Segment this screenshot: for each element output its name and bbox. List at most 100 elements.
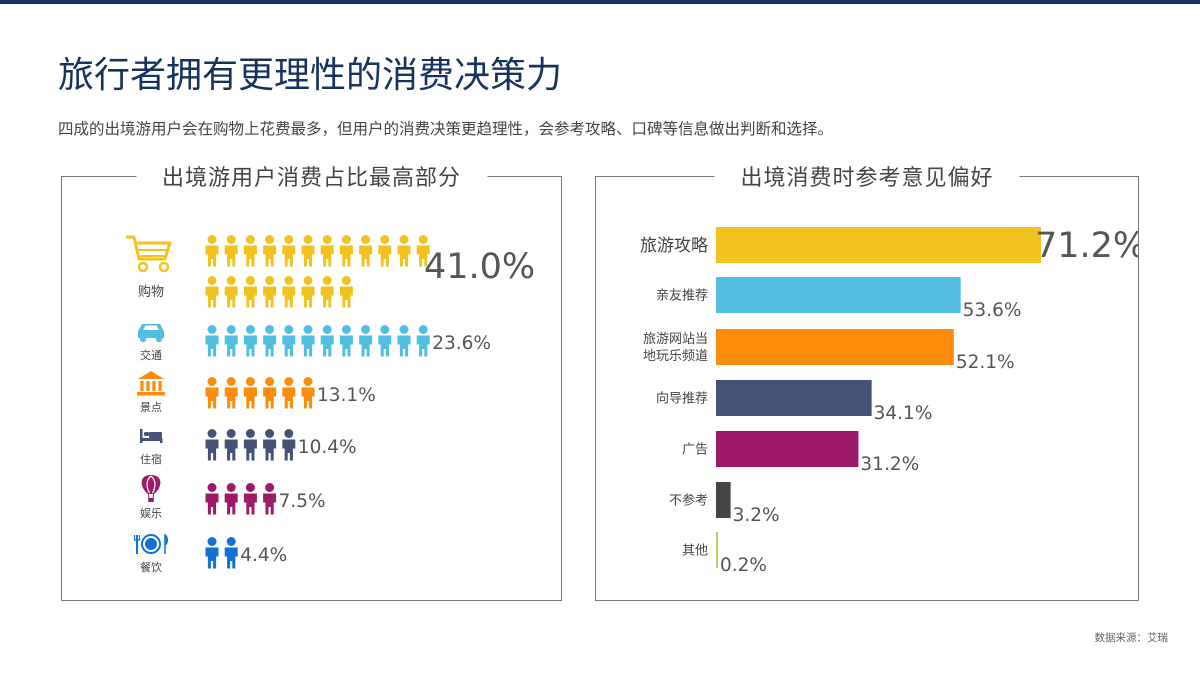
person-icon xyxy=(378,235,392,267)
bar-row-3: 向导推荐 34.1% xyxy=(656,380,932,424)
value-label: 4.4% xyxy=(240,545,287,566)
museum-icon xyxy=(137,371,165,396)
bar-row-6: 其他 0.2% xyxy=(682,532,767,576)
shopping-cart-icon xyxy=(126,235,172,273)
person-icon xyxy=(282,377,296,409)
person-icon xyxy=(301,276,315,308)
value-label: 0.2% xyxy=(720,555,767,576)
pictograph-row-3: 住宿 10.4% xyxy=(140,429,357,466)
consumption-share-title: 出境游用户消费占比最高部分 xyxy=(135,160,488,192)
person-icon xyxy=(263,377,277,409)
person-icon xyxy=(205,276,219,308)
pictograph-row-2: 景点 13.1% xyxy=(137,371,376,414)
category-label: 住宿 xyxy=(140,452,162,466)
person-icon xyxy=(205,325,219,357)
category-label: 不参考 xyxy=(669,493,708,509)
page-title: 旅行者拥有更理性的消费决策力 xyxy=(58,55,563,96)
person-icon xyxy=(224,537,238,569)
value-label: 52.1% xyxy=(956,352,1015,373)
top-accent-rule xyxy=(0,0,1200,4)
reference-preference-title: 出境消费时参考意见偏好 xyxy=(714,160,1020,192)
car-icon xyxy=(138,324,164,343)
category-label: 旅游网站当地玩乐频道 xyxy=(643,332,708,364)
bar-row-0: 旅游攻略 71.2% xyxy=(640,226,1138,266)
value-label: 13.1% xyxy=(317,385,376,406)
value-label: 41.0% xyxy=(424,247,535,287)
person-icon xyxy=(301,325,315,357)
category-label: 交通 xyxy=(140,348,162,362)
person-icon xyxy=(339,325,353,357)
person-icon xyxy=(263,325,277,357)
consumption-pictograph-chart: 购物 41.0% 交通 23.6% 景点 13.1% 住宿 10.4% 娱乐 7.5% 餐饮 4.4% xyxy=(126,235,535,574)
person-icon xyxy=(320,325,334,357)
value-label: 31.2% xyxy=(860,454,919,475)
consumption-share-panel: 出境游用户消费占比最高部分 购物 41.0% 交通 23.6% 景点 13.1% 住宿 10.… xyxy=(61,160,562,601)
value-label: 53.6% xyxy=(963,300,1022,321)
person-icon xyxy=(224,377,238,409)
pictograph-row-1: 交通 23.6% xyxy=(138,324,491,362)
category-label: 景点 xyxy=(140,401,162,414)
person-icon xyxy=(320,276,334,308)
person-icon xyxy=(224,325,238,357)
bar xyxy=(716,431,859,467)
person-icon xyxy=(301,235,315,267)
category-label: 餐饮 xyxy=(140,560,162,574)
person-icon xyxy=(243,325,257,357)
value-label: 7.5% xyxy=(279,491,326,512)
category-label: 娱乐 xyxy=(140,506,162,520)
data-source-note: 数据来源：艾瑞 xyxy=(1094,632,1169,644)
person-icon xyxy=(205,429,219,461)
person-icon xyxy=(359,325,373,357)
person-icon xyxy=(224,429,238,461)
value-label: 71.2% xyxy=(1035,226,1138,266)
person-icon xyxy=(205,483,219,515)
person-icon xyxy=(263,429,277,461)
category-label: 向导推荐 xyxy=(656,391,708,407)
bar-row-2: 旅游网站当地玩乐频道 52.1% xyxy=(643,329,1015,373)
dining-icon xyxy=(133,533,168,554)
bar-row-1: 亲友推荐 53.6% xyxy=(656,277,1021,321)
page-subtitle: 四成的出境游用户会在购物上花费最多，但用户的消费决策更趋理性，会参考攻略、口碑等… xyxy=(58,120,834,138)
person-icon xyxy=(205,377,219,409)
value-label: 23.6% xyxy=(432,333,491,354)
person-icon xyxy=(243,235,257,267)
person-icon xyxy=(301,377,315,409)
pictograph-row-0: 购物 41.0% xyxy=(126,235,535,308)
reference-bar-chart: 旅游攻略 71.2% 亲友推荐 53.6% 旅游网站当地玩乐频道 52.1% 向导推荐 34.… xyxy=(640,221,1138,576)
person-icon xyxy=(224,276,238,308)
person-icon xyxy=(243,377,257,409)
bar xyxy=(716,380,872,416)
person-icon xyxy=(320,235,334,267)
bar xyxy=(716,482,731,518)
value-label: 10.4% xyxy=(298,437,357,458)
person-icon xyxy=(378,325,392,357)
category-label: 旅游攻略 xyxy=(640,236,708,256)
hot-air-balloon-icon xyxy=(141,475,161,502)
bar-row-4: 广告 31.2% xyxy=(682,431,919,475)
person-icon xyxy=(263,235,277,267)
category-label: 亲友推荐 xyxy=(656,288,708,304)
person-icon xyxy=(397,235,411,267)
person-icon xyxy=(397,325,411,357)
bed-icon xyxy=(140,429,163,443)
person-icon xyxy=(205,537,219,569)
pictograph-row-5: 餐饮 4.4% xyxy=(133,533,287,574)
bar xyxy=(716,532,718,568)
person-icon xyxy=(205,235,219,267)
person-icon xyxy=(282,276,296,308)
pictograph-row-4: 娱乐 7.5% xyxy=(140,475,326,520)
person-icon xyxy=(243,276,257,308)
person-icon xyxy=(224,483,238,515)
category-label: 购物 xyxy=(138,284,164,300)
value-label: 3.2% xyxy=(733,505,780,526)
person-icon xyxy=(416,325,430,357)
person-icon xyxy=(339,235,353,267)
person-icon xyxy=(243,429,257,461)
person-icon xyxy=(282,235,296,267)
person-icon xyxy=(339,276,353,308)
person-icon xyxy=(224,235,238,267)
person-icon xyxy=(282,429,296,461)
bar xyxy=(716,227,1041,263)
bar xyxy=(716,329,954,365)
bar-row-5: 不参考 3.2% xyxy=(669,482,780,526)
